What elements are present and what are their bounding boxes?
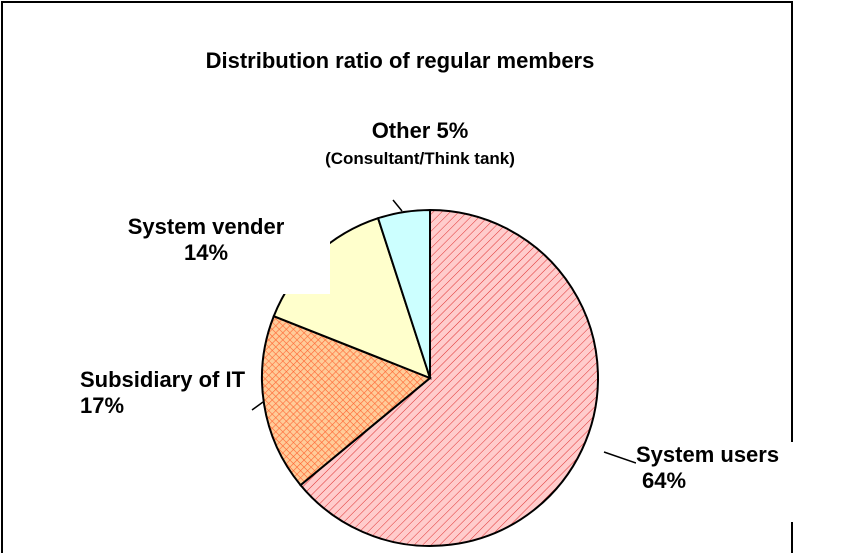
pie-slice [299, 208, 599, 547]
leader-line [251, 401, 264, 411]
value-label: 5% [436, 118, 469, 143]
slice-label: Subsidiary of IT 17% [80, 367, 250, 419]
pie-slice [376, 208, 431, 379]
slice-label: System vender 14% [82, 214, 330, 294]
slice-label: Other 5% (Consultant/Think tank) [250, 118, 590, 174]
leader-line [392, 199, 403, 212]
category-label: System users [636, 442, 780, 467]
annotation: (Consultant/Think tank) [325, 149, 515, 168]
value-label: 14% [183, 240, 229, 265]
frame [1, 1, 793, 553]
leader-line [603, 451, 637, 464]
chart-title: Distribution ratio of regular members [206, 48, 595, 73]
slice-label: System users 64% [636, 442, 846, 522]
category-label: Subsidiary of IT [80, 367, 246, 392]
value-label: 17% [80, 393, 125, 418]
category-label: System vender [127, 214, 285, 239]
value-label: 64% [642, 468, 687, 493]
category-label: Other [371, 118, 431, 143]
pie-slice [261, 314, 432, 487]
